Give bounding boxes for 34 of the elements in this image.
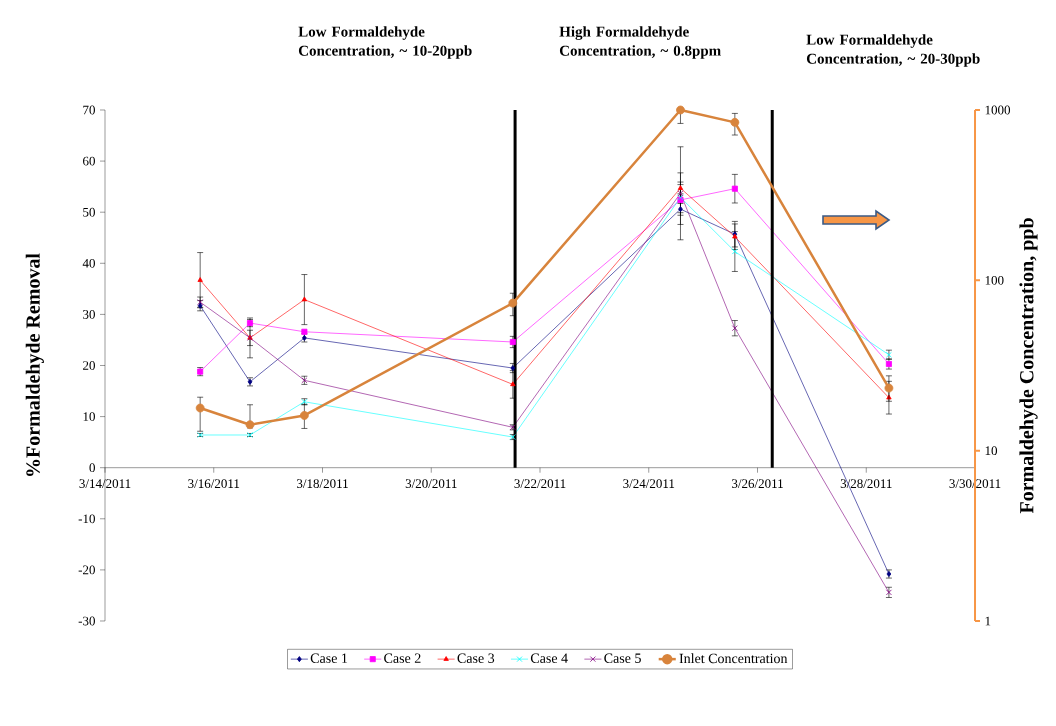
legend-label: Case 3 bbox=[457, 653, 495, 663]
x-tick-label: 3/18/2011 bbox=[297, 479, 348, 488]
y-tick-label: 30 bbox=[83, 310, 95, 319]
legend-label: Case 4 bbox=[530, 653, 568, 663]
legend-label: Inlet Concentration bbox=[679, 653, 788, 664]
y-tick-label: 60 bbox=[83, 156, 95, 166]
x-tick-label: 3/14/2011 bbox=[79, 479, 131, 488]
text: High Formaldehyde Concentration, ~ 0.8ppm bbox=[559, 26, 721, 59]
y-tick-label: 70 bbox=[83, 105, 95, 115]
y2-tick-label: 1000 bbox=[985, 105, 1011, 115]
x-tick-label: 3/22/2011 bbox=[514, 479, 566, 488]
y-tick-label: -10 bbox=[78, 514, 95, 524]
text: Low Formaldehyde Concentration, ~ 10-20ppb bbox=[298, 26, 472, 59]
x-tick-label: 3/16/2011 bbox=[188, 479, 240, 488]
y-tick-label: -20 bbox=[78, 565, 95, 575]
y-tick-label: 50 bbox=[83, 207, 95, 217]
y2-tick-label: 1 bbox=[985, 616, 991, 626]
x-tick-label: 3/24/2011 bbox=[623, 479, 675, 488]
legend-label: Case 2 bbox=[384, 653, 421, 663]
y-axis-title: %Formaldehyde Removal bbox=[25, 253, 44, 476]
y-tick-label: -30 bbox=[78, 616, 95, 626]
y2-tick-label: 10 bbox=[985, 446, 998, 456]
x-tick-label: 3/28/2011 bbox=[840, 479, 892, 488]
y2-tick-label: 100 bbox=[985, 275, 1004, 285]
y-tick-label: 20 bbox=[83, 361, 95, 370]
y-tick-label: 10 bbox=[83, 412, 95, 421]
y2-axis-title: Formaldehyde Concentration, ppb bbox=[1019, 218, 1038, 514]
x-tick-label: 3/20/2011 bbox=[405, 479, 457, 488]
text: Low Formaldehyde Concentration, ~ 20-30ppb bbox=[806, 34, 980, 67]
y-tick-label: 40 bbox=[82, 258, 95, 268]
legend-label: Case 1 bbox=[310, 653, 348, 663]
legend-label: Case 5 bbox=[604, 653, 641, 663]
y-tick-label: 0 bbox=[89, 463, 95, 473]
x-tick-label: 3/26/2011 bbox=[732, 479, 783, 488]
